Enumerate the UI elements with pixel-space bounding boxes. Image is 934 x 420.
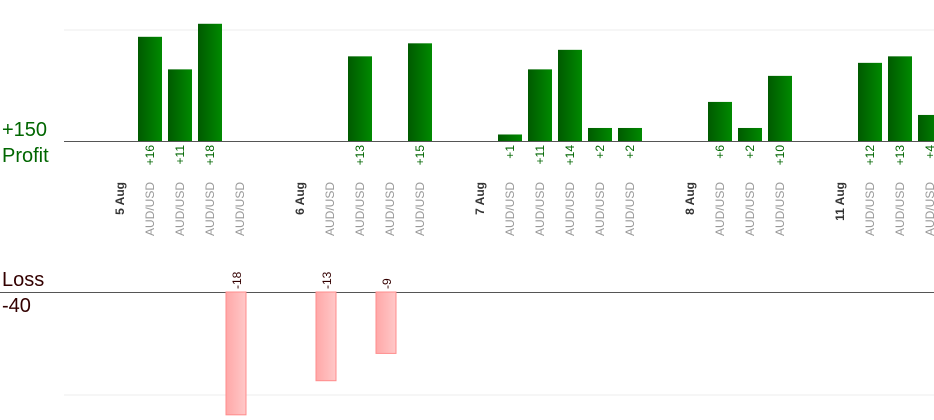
pair-label: AUD/USD — [143, 182, 157, 236]
pair-label: AUD/USD — [743, 182, 757, 236]
pair-label: AUD/USD — [383, 182, 397, 236]
date-label: 7 Aug — [473, 182, 487, 215]
profit-bar — [348, 56, 372, 141]
pair-label: AUD/USD — [323, 182, 337, 236]
profit-bar — [588, 127, 612, 141]
profit-value-label: +6 — [713, 145, 727, 159]
pair-label: AUD/USD — [923, 182, 934, 236]
profit-bar — [708, 101, 732, 141]
loss-bar — [225, 291, 247, 416]
profit-value-label: +12 — [863, 145, 877, 166]
profit-value-label: +1 — [503, 145, 517, 159]
profit-bar — [168, 69, 192, 141]
loss-value-label: -9 — [380, 278, 394, 289]
pair-label: AUD/USD — [353, 182, 367, 236]
profit-bar — [888, 56, 912, 141]
profit-bar — [738, 127, 762, 141]
loss-value-label: -18 — [230, 271, 244, 289]
profit-value-label: +13 — [893, 145, 907, 166]
profit-value-label: +4 — [923, 145, 934, 159]
profit-bar — [528, 69, 552, 141]
date-label: 6 Aug — [293, 182, 307, 215]
profit-bar — [918, 114, 934, 141]
profit-bar — [498, 134, 522, 141]
loss-bar — [315, 291, 337, 382]
profit-bar — [618, 127, 642, 141]
profit-value-label: +2 — [623, 145, 637, 159]
loss-axis-max-label: -40 — [2, 295, 31, 317]
grid-layer — [0, 29, 934, 396]
profit-bar — [408, 43, 432, 141]
profit-bar — [138, 36, 162, 141]
profit-bar — [768, 75, 792, 141]
profit-value-label: +13 — [353, 145, 367, 166]
pair-label: AUD/USD — [533, 182, 547, 236]
profit-value-label: +16 — [143, 145, 157, 166]
pair-label: AUD/USD — [203, 182, 217, 236]
profit-axis-title: Profit — [2, 145, 49, 167]
profit-value-label: +10 — [773, 145, 787, 166]
pair-label: AUD/USD — [173, 182, 187, 236]
pair-label: AUD/USD — [893, 182, 907, 236]
profit-value-label: +2 — [593, 145, 607, 159]
profit-value-label: +11 — [533, 145, 547, 165]
pair-label: AUD/USD — [413, 182, 427, 236]
pair-label: AUD/USD — [503, 182, 517, 236]
profit-value-label: +18 — [203, 145, 217, 166]
pair-label: AUD/USD — [713, 182, 727, 236]
loss-value-label: -13 — [320, 271, 334, 289]
pair-label: AUD/USD — [563, 182, 577, 236]
bars-layer — [138, 23, 934, 416]
date-label: 11 Aug — [833, 182, 847, 221]
date-label: 8 Aug — [683, 182, 697, 215]
loss-bar — [375, 291, 397, 354]
profit-value-label: +14 — [563, 145, 577, 166]
pair-label: AUD/USD — [593, 182, 607, 236]
profit-bar — [198, 23, 222, 142]
profit-value-label: +2 — [743, 145, 757, 159]
profit-value-label: +11 — [173, 145, 187, 165]
profit-bar — [558, 49, 582, 141]
profit-axis-max-label: +150 — [2, 119, 48, 141]
date-label: 5 Aug — [113, 182, 127, 215]
pair-label: AUD/USD — [233, 182, 247, 236]
labels-layer: 5 Aug AUD/USD +16 AUD/USD +11 AUD/USD +18 AUD/U… — [113, 145, 934, 289]
pair-label: AUD/USD — [773, 182, 787, 236]
profit-value-label: +15 — [413, 145, 427, 166]
pair-label: AUD/USD — [623, 182, 637, 236]
pair-label: AUD/USD — [863, 182, 877, 236]
loss-axis-title: Loss — [2, 269, 45, 291]
profit-bar — [858, 62, 882, 141]
